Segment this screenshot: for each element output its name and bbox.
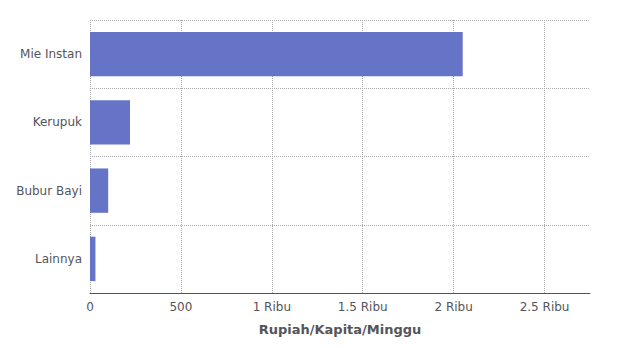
svg-text:0: 0 bbox=[86, 300, 94, 314]
svg-text:Kerupuk: Kerupuk bbox=[33, 115, 82, 129]
svg-text:Rupiah/Kapita/Minggu: Rupiah/Kapita/Minggu bbox=[259, 322, 422, 337]
svg-text:Mie Instan: Mie Instan bbox=[20, 47, 82, 61]
svg-text:1 Ribu: 1 Ribu bbox=[253, 300, 291, 314]
svg-text:Lainnya: Lainnya bbox=[35, 252, 82, 266]
svg-text:Bubur Bayi: Bubur Bayi bbox=[16, 184, 82, 198]
svg-text:2 Ribu: 2 Ribu bbox=[434, 300, 472, 314]
svg-text:2.5 Ribu: 2.5 Ribu bbox=[520, 300, 570, 314]
svg-text:1.5 Ribu: 1.5 Ribu bbox=[338, 300, 388, 314]
svg-text:500: 500 bbox=[169, 300, 192, 314]
